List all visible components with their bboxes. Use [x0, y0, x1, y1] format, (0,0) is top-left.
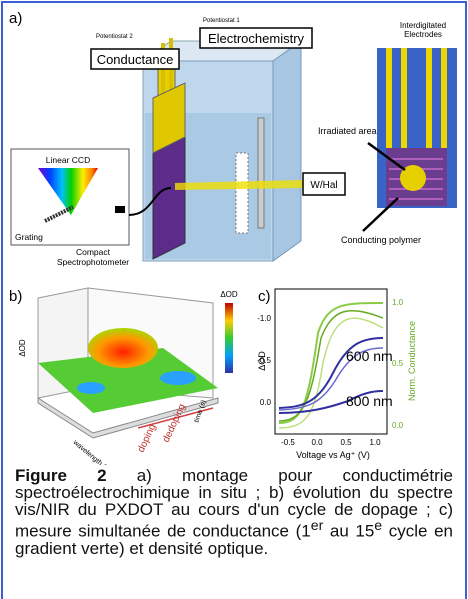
caption-sup: er	[311, 518, 324, 534]
text: Potentiostat 2	[96, 34, 133, 40]
surface-plot	[38, 288, 218, 438]
tick: 0.0	[392, 421, 404, 430]
tick: 1.0	[392, 298, 404, 307]
text: 600 nm	[346, 348, 393, 364]
text: Conducting polymer	[341, 235, 421, 245]
text: Interdigitated Electrodes	[383, 21, 463, 39]
text: time (s)	[193, 399, 208, 423]
caption: Figure 2 a) montage pour conductimétrie …	[15, 467, 453, 557]
counter-electrode	[236, 153, 248, 233]
interdigitated-electrode	[363, 48, 457, 231]
text: 800 nm	[346, 393, 393, 409]
tick: 0.0	[311, 438, 323, 447]
figure-frame: a) W/Hal Potentiostat 2 Conductance Pote…	[1, 1, 467, 599]
tick: 0.0	[260, 398, 272, 407]
text: Voltage vs Ag⁺ (V)	[296, 450, 370, 460]
text: ΔOD	[220, 290, 238, 299]
text: Irradiated area	[318, 126, 377, 136]
tick: -1.0	[257, 314, 271, 323]
panel-label: b)	[9, 288, 22, 305]
panel-label: a)	[9, 10, 22, 27]
tick: 1.0	[369, 438, 381, 447]
figure: a) W/Hal Potentiostat 2 Conductance Pote…	[3, 3, 465, 465]
tick: 0.5	[392, 359, 404, 368]
tick: 0.5	[340, 438, 352, 447]
caption-sup: e	[374, 518, 382, 534]
text: Norm. Conductance	[407, 321, 417, 401]
text: Grating	[15, 232, 43, 242]
text: Compact Spectrophotometer	[43, 247, 143, 267]
text: dedoping	[161, 402, 188, 444]
reference-electrode	[258, 118, 264, 228]
text: Electrochemistry	[208, 31, 305, 46]
caption-text: au 15	[323, 522, 374, 541]
lamp-label: W/Hal	[310, 180, 337, 191]
text: Linear CCD	[46, 155, 90, 165]
text: wavelength (nm)	[71, 439, 116, 465]
tick: -0.5	[257, 356, 271, 365]
colorbar	[225, 303, 233, 373]
text: Conductance	[97, 52, 174, 67]
tick: -0.5	[281, 438, 295, 447]
text: ΔOD	[18, 339, 27, 357]
panel-label: c)	[258, 288, 271, 305]
text: Potentiostat 1	[203, 18, 240, 24]
